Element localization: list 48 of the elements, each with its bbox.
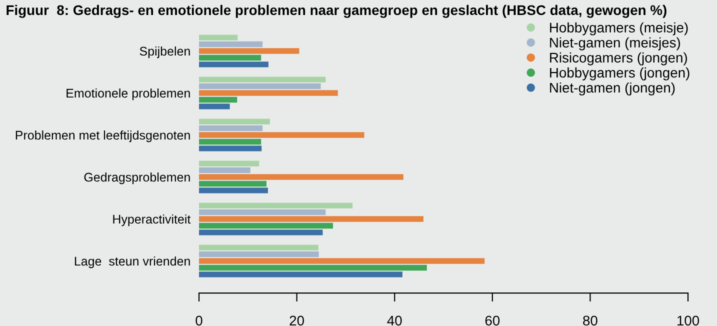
bar <box>199 272 402 278</box>
bar <box>199 160 260 166</box>
y-tick-label: Problemen met leeftijdsgenoten <box>16 130 190 142</box>
bar <box>199 258 485 264</box>
bar <box>199 62 268 68</box>
legend-label: Hobbygamers (meisje) <box>550 22 688 36</box>
bar <box>199 41 263 48</box>
bar <box>199 96 238 103</box>
chart-title: Figuur 8: Gedrags- en emotionele problemen naar gamegroep en geslacht (HBSC data, gewogen %) <box>6 4 666 18</box>
x-tick-label: 40 <box>387 316 402 326</box>
bar <box>199 132 364 138</box>
x-tick-label: 100 <box>677 316 700 326</box>
bar <box>199 174 404 180</box>
legend-label: Niet-gamen (meisjes) <box>550 37 680 50</box>
bar <box>199 167 250 174</box>
bar <box>199 180 266 187</box>
bar <box>199 216 424 222</box>
bar <box>199 188 268 194</box>
bar <box>199 222 333 229</box>
bar <box>199 230 323 236</box>
bar <box>199 34 238 40</box>
bar <box>199 209 326 216</box>
y-tick-label: Gedragsproblemen <box>84 172 190 184</box>
y-tick-label: Emotionele problemen <box>66 88 190 100</box>
x-tick-label: 20 <box>290 316 304 326</box>
bar <box>199 146 262 152</box>
bar <box>199 251 319 258</box>
y-tick-label: Hyperactiviteit <box>113 214 191 226</box>
legend-label: Risicogamers (jongen) <box>550 52 687 66</box>
legend-label: Hobbygamers (jongen) <box>550 67 690 80</box>
bar <box>199 48 300 54</box>
bar <box>199 76 326 82</box>
bar <box>199 202 353 208</box>
x-tick-label: 0 <box>196 316 202 326</box>
bar <box>199 104 230 110</box>
bar <box>199 138 262 145</box>
legend-label: Niet-gamen (jongen) <box>550 82 675 96</box>
bar <box>199 264 427 271</box>
x-tick-label: 80 <box>583 316 598 326</box>
bar <box>199 83 321 90</box>
y-tick-label: Spijbelen <box>140 46 190 58</box>
bar <box>199 244 318 250</box>
bar <box>199 90 338 96</box>
bar <box>199 54 262 61</box>
bar <box>199 125 263 132</box>
x-tick-label: 60 <box>485 316 500 326</box>
bar <box>199 118 270 124</box>
y-tick-label: Lage steun vrienden <box>74 256 190 268</box>
